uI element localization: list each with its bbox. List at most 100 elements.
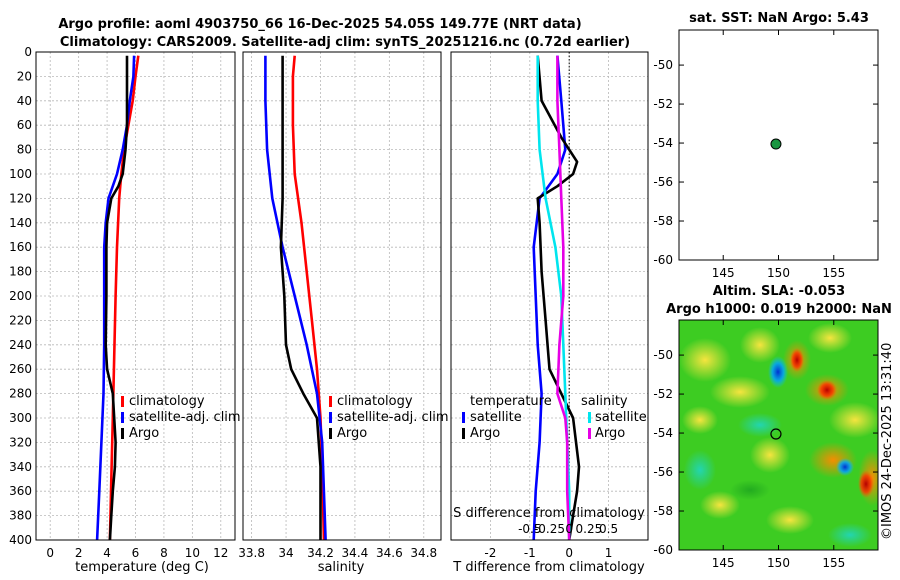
temperature-xlabel: temperature (deg C) <box>75 560 209 575</box>
figure-title-line1: Argo profile: aoml 4903750_66 16-Dec-202… <box>58 17 581 32</box>
plot-frame <box>35 51 236 541</box>
sla-blob <box>808 323 852 353</box>
sst-map-panel: 145 150 155 -50 -52 -54 -56 -58 -60 <box>653 29 879 280</box>
argo-location-marker <box>770 138 782 150</box>
sla-blob <box>836 458 854 476</box>
y-tick-label: -60 <box>653 253 673 267</box>
sla-blob <box>679 338 731 382</box>
sla-blob <box>740 327 780 363</box>
x-tick-label: 150 <box>767 266 790 280</box>
difference-xlabel-salinity: S difference from climatology <box>453 506 645 521</box>
x-tick-label: 34.8 <box>410 546 437 560</box>
y-tick-label: 260 <box>9 362 32 376</box>
x-tick-label: 150 <box>767 556 790 570</box>
y-tick-label: -52 <box>653 97 673 111</box>
sla-blob <box>684 450 716 490</box>
plot-frame <box>450 51 649 541</box>
y-tick-label: 40 <box>17 94 32 108</box>
x-tick-label: 145 <box>712 266 735 280</box>
legend-swatch-s-argo <box>588 428 591 439</box>
legend-swatch-t-argo <box>462 428 465 439</box>
legend-swatch-s-satellite <box>588 412 591 423</box>
sla-blob <box>710 376 770 408</box>
temperature-legend: climatology satellite-adj. clim Argo <box>121 394 241 441</box>
legend-label-t-satellite: satellite <box>470 410 522 425</box>
legend-swatch-satellite <box>329 412 332 423</box>
y-tick-label: 240 <box>9 338 32 352</box>
y-tick-label: -56 <box>653 175 673 189</box>
y-tick-label: -54 <box>653 136 673 150</box>
y-tick-label: -58 <box>653 214 673 228</box>
sla-map-title-line1: Altim. SLA: -0.053 <box>713 284 845 299</box>
legend-swatch-argo <box>121 428 124 439</box>
y-tick-label: 280 <box>9 387 32 401</box>
salinity-panel: 33.8 34 34.2 34.4 34.6 34.8 <box>238 51 442 560</box>
sla-map-panel: 145 150 155 -50 -52 -54 -56 -58 -60 <box>653 319 879 570</box>
y-tick-label: -58 <box>653 504 673 518</box>
legend-label-satellite: satellite-adj. clim <box>129 410 241 425</box>
y-tick-label: -56 <box>653 465 673 479</box>
x-tick-label: 34.2 <box>307 546 334 560</box>
y-tick-label: 140 <box>9 216 32 230</box>
legend-label-t-argo: Argo <box>470 426 500 441</box>
y-tick-label: 120 <box>9 191 32 205</box>
x-tick-label: 4 <box>103 546 111 560</box>
x-tick-label: 33.8 <box>238 546 265 560</box>
y-tick-label: 160 <box>9 240 32 254</box>
sst-map-title: sat. SST: NaN Argo: 5.43 <box>689 11 869 26</box>
y-tick-label: 360 <box>9 484 32 498</box>
legend-label-climatology: climatology <box>129 394 205 409</box>
x-tick-label: 2 <box>75 546 83 560</box>
legend-swatch-climatology <box>121 396 124 407</box>
x-tick-label: 1 <box>605 546 613 560</box>
legend-label-s-satellite: satellite <box>595 410 647 425</box>
difference-panel: -2 -1 0 1 -0.5-0.25 0 0.250.5 <box>450 51 649 560</box>
y-tick-label: 100 <box>9 167 32 181</box>
legend-label-s-argo: Argo <box>595 426 625 441</box>
y-tick-label: -50 <box>653 58 673 72</box>
difference-legend: temperature satellite Argo salinity sate… <box>462 394 647 441</box>
sla-blob <box>858 470 874 498</box>
legend-swatch-climatology <box>329 396 332 407</box>
x-tick-label-salinity: 0.25 <box>576 522 603 536</box>
x-tick-label: -2 <box>484 546 496 560</box>
x-tick-label-salinity: 0 <box>565 522 573 536</box>
series-line-satellite-adj-clim <box>95 55 136 541</box>
x-tick-label: 155 <box>822 266 845 280</box>
sla-blob <box>700 491 740 519</box>
salinity-legend: climatology satellite-adj. clim Argo <box>329 394 449 441</box>
legend-swatch-argo <box>329 428 332 439</box>
y-tick-label: -52 <box>653 387 673 401</box>
sla-blob <box>766 506 814 534</box>
x-tick-label: 34 <box>278 546 293 560</box>
legend-label-climatology: climatology <box>337 394 413 409</box>
x-tick-label: -1 <box>524 546 536 560</box>
y-tick-label: 220 <box>9 313 32 327</box>
series-line-s-argo <box>556 55 571 541</box>
y-tick-label: -54 <box>653 426 673 440</box>
difference-xlabel: T difference from climatology <box>452 560 645 575</box>
sla-blob <box>730 480 770 500</box>
sla-blob <box>828 523 872 547</box>
series-line-t-argo <box>536 55 581 541</box>
legend-label-satellite: satellite-adj. clim <box>337 410 449 425</box>
plot-frame <box>242 51 442 541</box>
legend-label-argo: Argo <box>337 426 367 441</box>
sla-map-title-line2: Argo h1000: 0.019 h2000: NaN <box>666 302 892 317</box>
y-tick-label: 80 <box>17 143 32 157</box>
x-tick-label: 10 <box>185 546 200 560</box>
x-tick-label: 155 <box>822 556 845 570</box>
y-tick-label: 400 <box>9 533 32 547</box>
y-tick-label: 340 <box>9 460 32 474</box>
x-tick-label: 34.4 <box>342 546 369 560</box>
salinity-xlabel: salinity <box>318 560 365 575</box>
legend-swatch-satellite <box>121 412 124 423</box>
x-tick-label-salinity: -0.25 <box>534 522 565 536</box>
y-tick-label: 380 <box>9 509 32 523</box>
y-tick-label: -50 <box>653 348 673 362</box>
argo-location-marker <box>770 428 782 440</box>
legend-title-temperature: temperature <box>470 394 552 409</box>
sla-blob <box>817 380 837 400</box>
x-tick-label-salinity: -0.5 <box>518 522 541 536</box>
